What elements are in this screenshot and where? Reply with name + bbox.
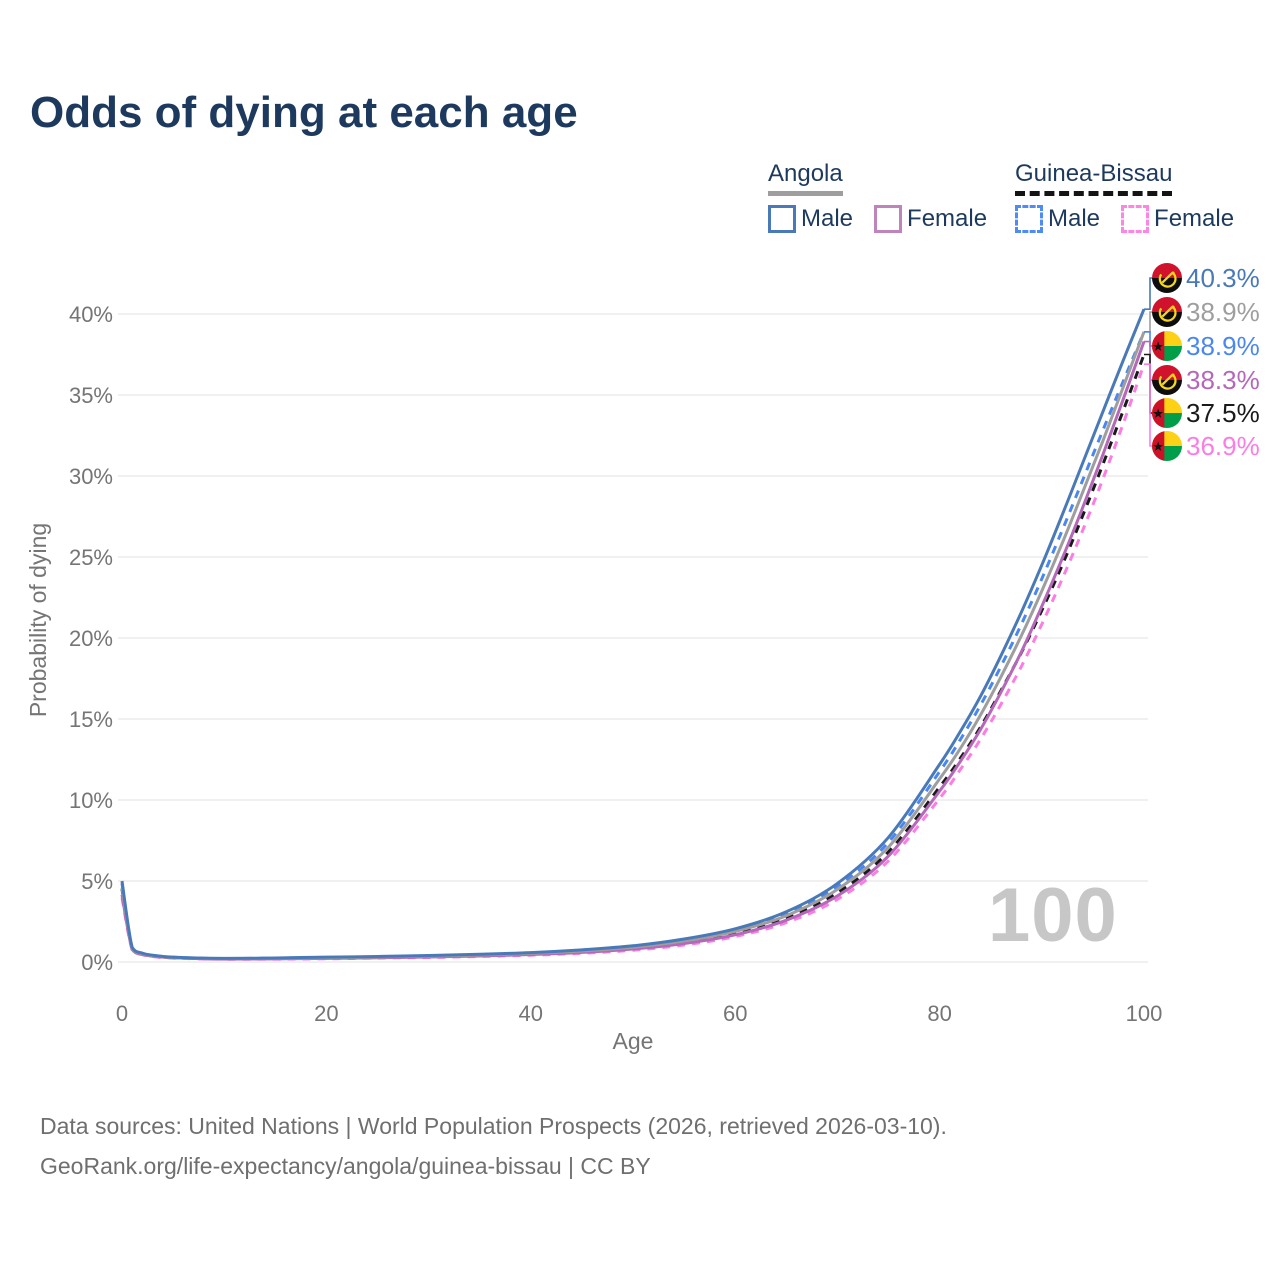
data-sources-text: Data sources: United Nations | World Pop… [40,1113,947,1139]
x-tick-label: 20 [314,1001,338,1026]
angola-female-swatch-icon [874,205,903,233]
y-tick-label: 40% [69,302,113,327]
legend-item-label: Female [1154,205,1235,232]
end-label-value: 38.9% [1186,296,1260,327]
series-line-guinea-bissau-both[interactable] [120,353,1146,961]
guinea-bissau-flag-icon [1152,398,1182,428]
end-label-value: 38.9% [1186,330,1260,361]
legend-items-guinea-bissau: Male Female [1015,205,1255,233]
page-title: Odds of dying at each age [30,88,578,137]
source-url-text: GeoRank.org/life-expectancy/angola/guine… [40,1153,651,1179]
x-tick-label: 0 [116,1001,128,1026]
y-tick-label: 35% [69,383,113,408]
legend-group-guinea-bissau: Guinea-Bissau Male Female [1015,160,1255,233]
legend-item-guinea-bissau-male[interactable]: Male [1015,205,1100,233]
y-axis-title: Probability of dying [25,523,51,717]
x-tick-label: 80 [927,1001,951,1026]
end-label-row[interactable]: 38.9% [1152,331,1260,361]
y-tick-label: 0% [81,950,113,975]
y-tick-label: 10% [69,788,113,813]
legend-group-angola: Angola Male Female [768,160,1008,233]
legend-country-guinea-bissau[interactable]: Guinea-Bissau [1015,160,1173,196]
end-label-row[interactable]: 38.3% [1152,365,1260,395]
end-label-row[interactable]: 36.9% [1152,431,1260,461]
y-tick-label: 20% [69,626,113,651]
legend-item-guinea-bissau-female[interactable]: Female [1121,205,1234,233]
legend-item-label: Male [1048,205,1101,232]
end-label-value: 37.5% [1186,397,1260,428]
legend-items-angola: Male Female [768,205,1008,233]
legend-item-label: Female [907,205,988,232]
end-label-value: 36.9% [1186,430,1260,461]
legend-country-angola[interactable]: Angola [768,160,843,196]
angola-flag-icon [1152,297,1182,327]
end-label-connector [1144,277,1153,310]
end-label-row[interactable]: 38.9% [1152,297,1260,327]
guinea-bissau-female-swatch-icon [1121,205,1150,233]
series-line-angola-both[interactable] [120,331,1146,961]
y-tick-label: 30% [69,464,113,489]
series-line-guinea-bissau-female[interactable] [120,363,1146,961]
odds-of-dying-chart[interactable]: 0% 5% 10% 15% 20% 25% 30% 35% 40% 0 20 40 60 80 100 Age… [0,0,1280,1080]
end-label-row[interactable]: 40.3% [1152,263,1260,293]
end-label-connector [1144,331,1153,347]
x-tick-label: 60 [723,1001,747,1026]
guinea-bissau-male-swatch-icon [1015,205,1043,233]
footer: Data sources: United Nations | World Pop… [40,1106,947,1186]
legend-item-angola-male[interactable]: Male [768,205,853,233]
guinea-bissau-flag-icon [1152,431,1182,461]
end-label-connector [1144,363,1153,447]
guinea-bissau-flag-icon [1152,331,1182,361]
end-label-row[interactable]: 37.5% [1152,398,1260,428]
legend-item-angola-female[interactable]: Female [874,205,987,233]
series-line-angola-female[interactable] [120,340,1146,961]
x-tick-label: 40 [519,1001,543,1026]
y-tick-label: 15% [69,707,113,732]
series-line-angola-male[interactable] [120,308,1146,960]
y-tick-label: 5% [81,869,113,894]
y-tick-label: 25% [69,545,113,570]
x-tick-label: 100 [1126,1001,1163,1026]
end-label-value: 40.3% [1186,262,1260,293]
angola-male-swatch-icon [768,205,796,233]
angola-flag-icon [1152,263,1182,293]
legend-item-label: Male [801,205,854,232]
age-watermark: 100 [988,873,1118,958]
series-line-guinea-bissau-male[interactable] [120,331,1146,961]
angola-flag-icon [1152,365,1182,395]
end-label-value: 38.3% [1186,364,1260,395]
x-axis-title: Age [613,1028,654,1054]
